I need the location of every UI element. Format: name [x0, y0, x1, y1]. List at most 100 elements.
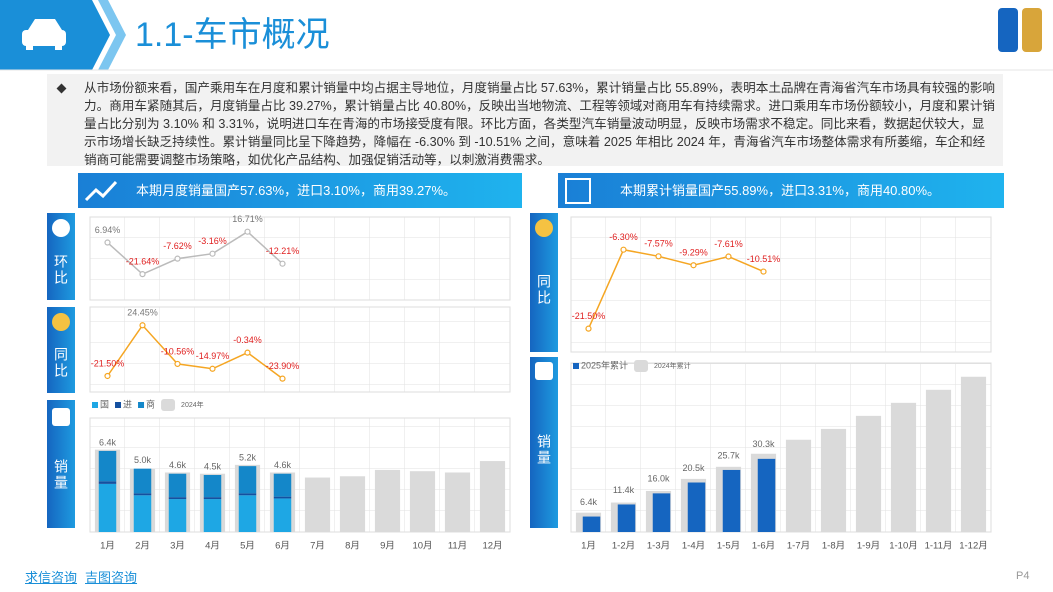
bar	[582, 516, 601, 532]
bar-2024	[960, 376, 987, 532]
x-tick-label: 11月	[448, 541, 467, 552]
point	[725, 253, 732, 260]
side-label: 销量	[53, 459, 69, 491]
footer-link[interactable]: 吉图咨询	[85, 570, 138, 585]
tile-icon	[52, 313, 70, 331]
x-tick-label: 5月	[240, 541, 255, 552]
value-label: -0.34%	[233, 335, 262, 345]
bar	[203, 497, 222, 500]
value-label: -9.29%	[679, 248, 708, 258]
bar	[617, 504, 636, 532]
bar	[168, 499, 187, 532]
tile-icon	[535, 219, 553, 237]
footer: 求信咨询 吉图咨询	[25, 567, 145, 587]
total-label: 6.4k	[99, 437, 117, 447]
legend-swatch	[115, 402, 122, 408]
tile-icon	[535, 362, 553, 380]
point	[690, 262, 697, 269]
bar	[98, 481, 117, 484]
header-chevron	[98, 0, 126, 70]
point	[620, 246, 627, 253]
value-label: 24.45%	[127, 308, 158, 318]
x-tick-label: 1-9月	[857, 541, 880, 552]
point	[655, 253, 662, 260]
side-tile	[530, 357, 558, 528]
value-label: -21.50%	[572, 311, 606, 321]
bar	[273, 473, 292, 497]
x-tick-label: 6月	[275, 541, 290, 552]
banner	[558, 173, 1004, 208]
line	[587, 248, 764, 329]
value-label: -7.61%	[714, 239, 743, 249]
bar	[168, 497, 187, 500]
legend-label: 国	[100, 399, 109, 409]
point	[104, 239, 111, 246]
x-tick-label: 1-3月	[647, 541, 670, 552]
x-tick-label: 1-10月	[889, 541, 918, 552]
x-tick-label: 8月	[345, 541, 360, 552]
plot-area	[89, 216, 511, 301]
legend-label: 商	[146, 398, 155, 409]
logo	[998, 8, 1042, 52]
side-label: 同比	[536, 274, 552, 306]
value-label: 16.0k	[647, 474, 670, 484]
footer-link[interactable]: 求信咨询	[25, 570, 78, 585]
bar	[238, 493, 257, 496]
value-label: 6.94%	[95, 225, 121, 235]
point	[174, 255, 181, 262]
side-label: 同比	[53, 347, 69, 379]
x-tick-label: 4月	[205, 541, 220, 552]
legend-swatch	[138, 402, 145, 408]
bar	[203, 475, 222, 498]
side-label: 环比	[53, 254, 69, 286]
value-label: 11.4k	[613, 485, 635, 495]
total-label: 5.0k	[134, 455, 152, 465]
bar	[757, 458, 776, 532]
bar-2024	[785, 439, 812, 532]
bar-2024	[479, 461, 506, 532]
car-icon	[22, 19, 66, 50]
value-label: -12.21%	[266, 246, 300, 256]
x-tick-label: 9月	[380, 541, 395, 552]
point	[279, 375, 286, 382]
bar	[133, 468, 152, 494]
plot-area	[89, 306, 511, 393]
point	[209, 365, 216, 372]
legend-swatch	[161, 399, 176, 411]
value-label: -7.62%	[163, 241, 192, 251]
x-tick-label: 1-8月	[822, 541, 845, 552]
bar	[238, 495, 257, 532]
tile-icon	[52, 408, 70, 426]
value-label: 6.4k	[580, 497, 598, 507]
point	[244, 349, 251, 356]
page-number: P4	[1016, 570, 1030, 582]
banner-icon	[84, 180, 118, 202]
value-label: -14.97%	[196, 351, 230, 361]
bar	[238, 466, 257, 494]
x-tick-label: 1-11月	[925, 541, 953, 552]
plot-area	[570, 216, 992, 353]
tile-icon	[52, 219, 70, 237]
bar	[133, 493, 152, 496]
bar-2024	[409, 471, 436, 532]
point	[174, 360, 181, 368]
bar-2024	[304, 477, 331, 532]
point	[104, 372, 111, 380]
x-tick-label: 1月	[100, 541, 115, 552]
bar	[273, 496, 292, 499]
total-label: 4.5k	[204, 461, 222, 471]
x-tick-label: 12月	[482, 541, 502, 552]
x-tick-label: 7月	[310, 541, 325, 552]
point	[139, 271, 146, 278]
bar	[168, 473, 187, 498]
bar	[133, 495, 152, 532]
legend-swatch	[634, 360, 649, 372]
banner	[78, 173, 522, 208]
point	[585, 325, 592, 332]
plot-area	[89, 417, 511, 533]
summary: 从市场份额来看，国产乘用车在月度和累计销量中均占据主导地位，月度销量占比 57.…	[84, 81, 996, 167]
bar	[273, 498, 292, 532]
legend-label: 2024年	[181, 400, 204, 409]
